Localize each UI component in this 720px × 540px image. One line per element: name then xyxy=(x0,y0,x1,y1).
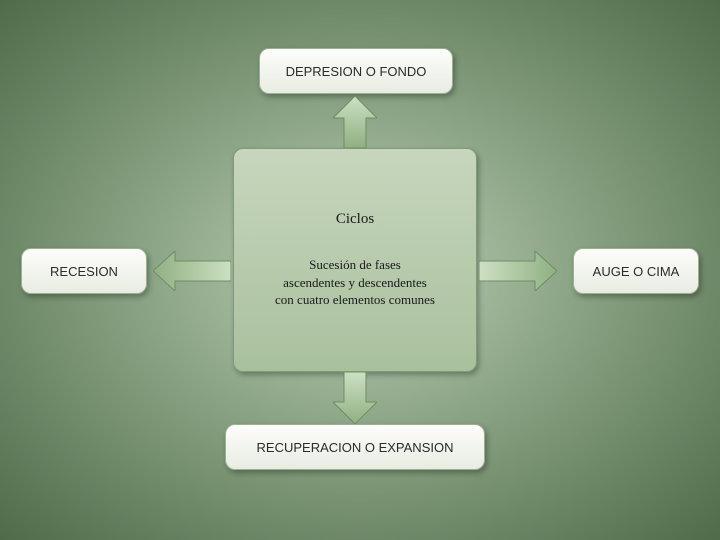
left-label: RECESION xyxy=(50,264,118,279)
arrow-right xyxy=(479,251,557,291)
arrow-left xyxy=(153,251,231,291)
top-label: DEPRESION O FONDO xyxy=(286,64,427,79)
center-line1: Sucesión de fases xyxy=(275,256,435,274)
left-node: RECESION xyxy=(21,248,147,294)
bottom-label: RECUPERACION O EXPANSION xyxy=(257,440,454,455)
center-title: Ciclos xyxy=(336,211,374,228)
center-node: Ciclos Sucesión de fases ascendentes y d… xyxy=(233,148,477,372)
arrow-up xyxy=(333,96,377,148)
center-line3: con cuatro elementos comunes xyxy=(275,291,435,309)
right-node: AUGE O CIMA xyxy=(573,248,699,294)
right-label: AUGE O CIMA xyxy=(593,264,680,279)
center-line2: ascendentes y descendentes xyxy=(275,274,435,292)
top-node: DEPRESION O FONDO xyxy=(259,48,453,94)
arrow-down xyxy=(333,372,377,424)
center-body: Sucesión de fases ascendentes y descende… xyxy=(275,256,435,309)
bottom-node: RECUPERACION O EXPANSION xyxy=(225,424,485,470)
